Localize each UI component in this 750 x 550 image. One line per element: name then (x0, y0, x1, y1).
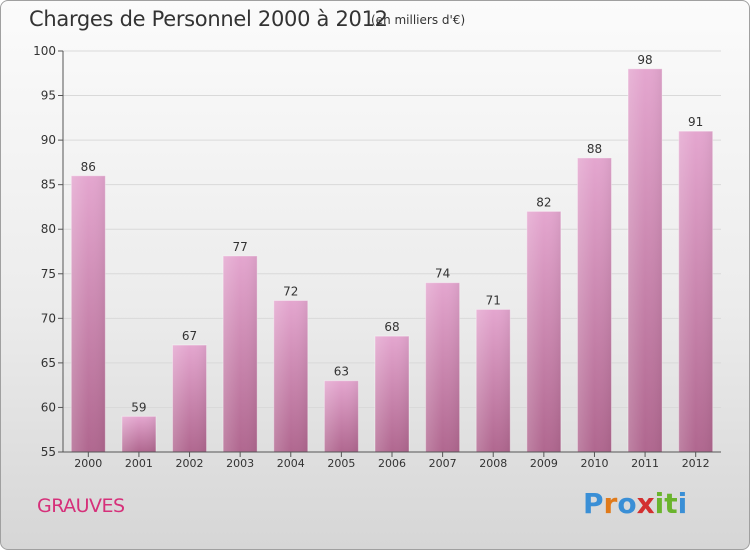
x-tick-label: 2009 (530, 457, 558, 470)
bar-value-label: 67 (182, 329, 197, 343)
bar-value-label: 82 (536, 195, 551, 209)
logo-letter: i (654, 487, 665, 520)
y-tick-label: 100 (33, 44, 56, 58)
bar-value-label: 63 (334, 365, 349, 379)
y-tick-label: 65 (41, 356, 56, 370)
x-tick-label: 2010 (580, 457, 608, 470)
bar-value-label: 88 (587, 142, 602, 156)
x-tick-label: 2012 (682, 457, 710, 470)
bar-value-label: 71 (486, 293, 501, 307)
y-tick-label: 95 (41, 89, 56, 103)
bar-highlight (273, 300, 309, 453)
bar-value-label: 59 (131, 400, 146, 414)
bar-highlight (172, 344, 208, 453)
y-tick-label: 85 (41, 178, 56, 192)
bar-highlight (70, 175, 106, 453)
y-tick-label: 60 (41, 400, 56, 414)
x-tick-label: 2004 (277, 457, 305, 470)
y-tick-label: 80 (41, 222, 56, 236)
logo-letter: x (636, 487, 655, 520)
chart-title: Charges de Personnel 2000 à 2012 (29, 7, 388, 31)
bar-highlight (374, 335, 410, 453)
bar-highlight (576, 157, 612, 453)
x-tick-label: 2003 (226, 457, 254, 470)
x-tick-label: 2006 (378, 457, 406, 470)
bar-value-label: 91 (688, 115, 703, 129)
y-tick-label: 90 (41, 133, 56, 147)
bar-value-label: 98 (637, 53, 652, 67)
bar-value-label: 72 (283, 285, 298, 299)
bar-highlight (323, 380, 359, 453)
bar-highlight (526, 210, 562, 453)
logo-letter: P (583, 487, 604, 520)
x-tick-label: 2001 (125, 457, 153, 470)
logo-letter: r (603, 487, 618, 520)
logo-letter: o (617, 487, 637, 520)
commune-name: GRAUVES (37, 495, 125, 517)
proxiti-logo[interactable]: Proxiti (583, 487, 687, 520)
bar-highlight (425, 282, 461, 453)
bar-highlight (121, 415, 157, 453)
bar-value-label: 68 (384, 320, 399, 334)
chart-subtitle: (en milliers d'€) (371, 13, 466, 27)
axes-group: 55 60 65 70 75 80 85 90 95 100 2000 2001 2002 2003 200… (33, 44, 721, 470)
y-tick-label: 70 (41, 311, 56, 325)
x-tick-label: 2011 (631, 457, 659, 470)
bar-value-label: 77 (233, 240, 248, 254)
bar-highlight (627, 68, 663, 453)
logo-letter: t (664, 487, 678, 520)
x-tick-label: 2002 (176, 457, 204, 470)
bar-highlight (678, 130, 714, 453)
x-tick-label: 2000 (74, 457, 102, 470)
bar-highlight (475, 308, 511, 453)
x-tick-label: 2007 (429, 457, 457, 470)
x-tick-label: 2008 (479, 457, 507, 470)
logo-letter: i (677, 487, 688, 520)
x-tick-label: 2005 (327, 457, 355, 470)
bar-value-label: 86 (81, 160, 96, 174)
bars-group: 86 59 67 77 72 63 68 74 71 82 88 98 91 (70, 53, 714, 453)
bar-value-label: 74 (435, 267, 450, 281)
y-tick-label: 55 (41, 445, 56, 459)
y-tick-label: 75 (41, 267, 56, 281)
bar-highlight (222, 255, 258, 453)
